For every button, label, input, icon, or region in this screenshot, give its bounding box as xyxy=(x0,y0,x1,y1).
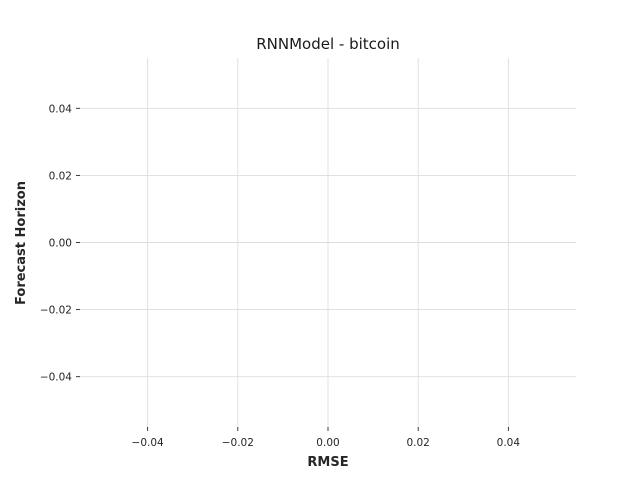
chart-title: RNNModel - bitcoin xyxy=(256,35,400,53)
y-tick-label: 0.00 xyxy=(49,238,72,250)
x-tick-label: −0.02 xyxy=(222,437,254,449)
ticks: −0.04 −0.02 0.00 0.02 0.04 −0.04 −0.02 0.00 0.02… xyxy=(40,103,521,449)
x-tick-label: 0.02 xyxy=(406,437,429,449)
x-tick-label: 0.04 xyxy=(497,437,521,449)
y-tick-label: −0.04 xyxy=(40,372,72,384)
x-axis-label: RMSE xyxy=(307,455,348,470)
x-tick-label: 0.00 xyxy=(316,437,339,449)
y-tick-label: 0.04 xyxy=(49,103,73,115)
y-axis-label: Forecast Horizon xyxy=(14,181,29,305)
gridlines xyxy=(80,58,576,427)
x-tick-label: −0.04 xyxy=(132,437,164,449)
y-tick-label: −0.02 xyxy=(40,305,72,317)
y-tick-label: 0.02 xyxy=(49,170,72,182)
